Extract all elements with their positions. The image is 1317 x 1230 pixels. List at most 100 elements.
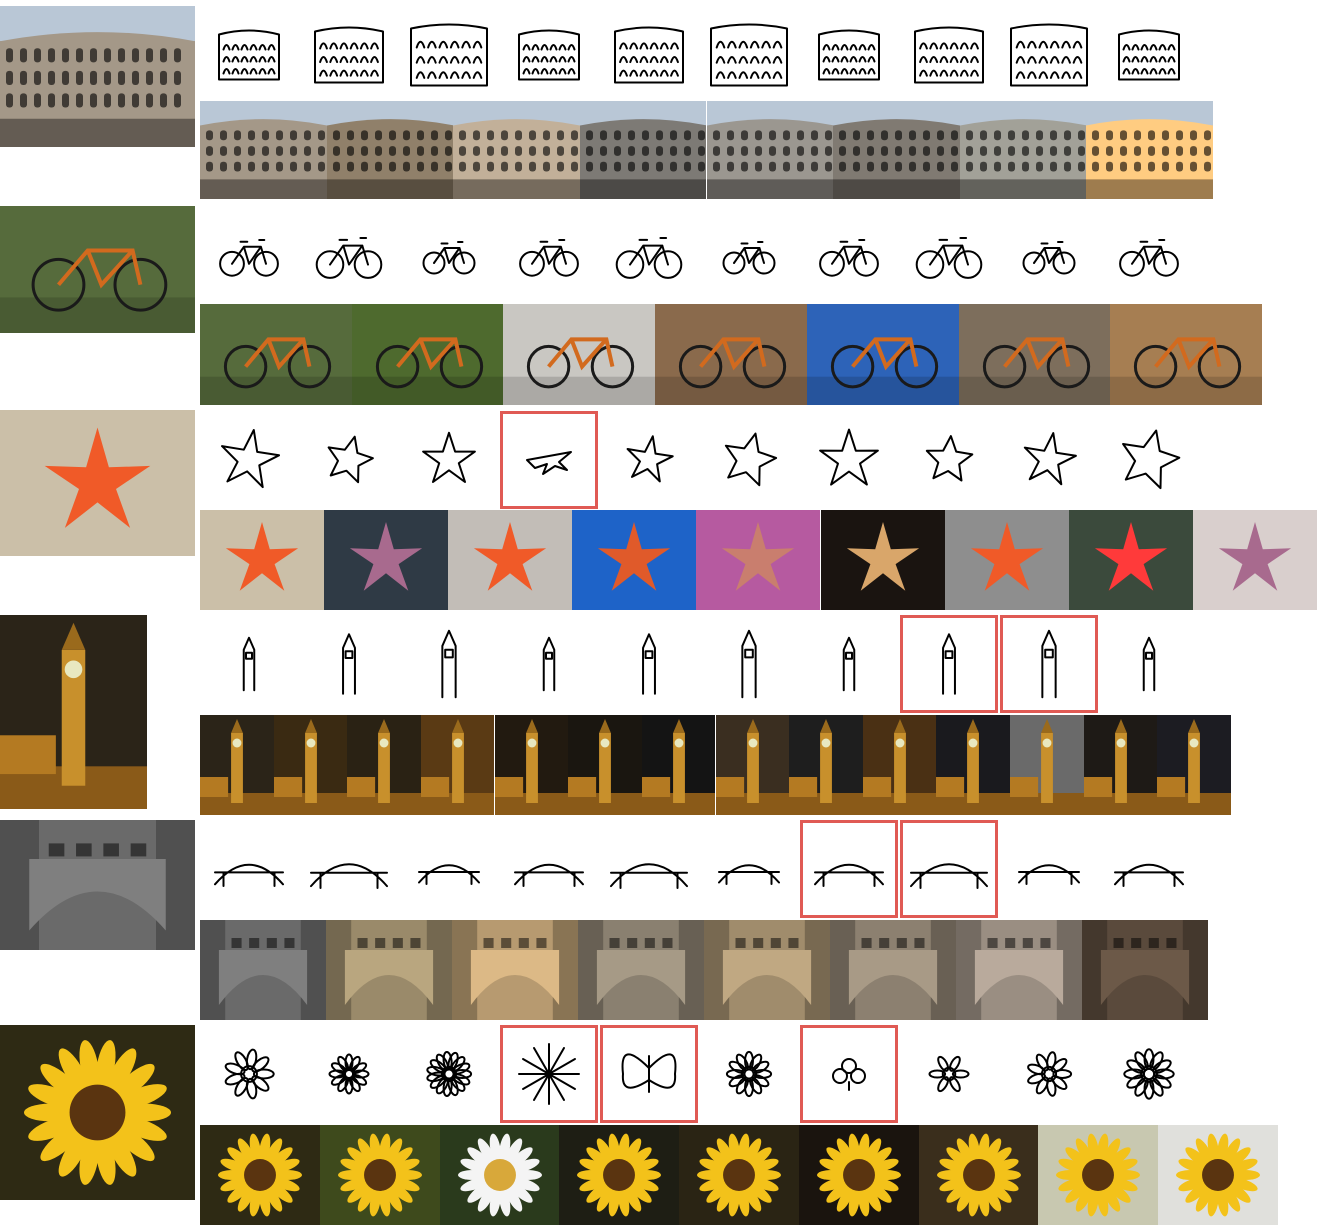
starfish-result-photo [944,510,1069,610]
clock-tower-result-photo [1010,715,1084,815]
sunflower-flower-sketch-icon [700,1025,798,1123]
sunflower-flower-sketch-icon [400,1025,498,1123]
clock-tower-result-photo [568,715,642,815]
bridge-bridge-sketch-icon [800,820,898,918]
sunflower-flower-sketch-icon [900,1025,998,1123]
bridge-bridge-sketch-icon [700,820,798,918]
starfish-star-sketch-icon [600,411,698,509]
bicycle-result-photo [503,304,656,405]
starfish-star-sketch-icon [700,411,798,509]
bridge-photo [0,820,195,950]
sunflower-result-photo [1158,1125,1278,1225]
sunflower-flower-sketch-icon [200,1025,298,1123]
colosseum-result-photo [453,101,580,199]
sunflower-result-photo [798,1125,919,1225]
highlight-box [500,1025,598,1123]
colosseum-result-photo [959,101,1087,199]
clock-tower-tower-sketch-icon [700,615,798,713]
clock-tower-tower-sketch-icon [1000,615,1098,713]
sunflower-clover-sketch-icon [800,1025,898,1123]
bicycle-result-photo [806,304,959,405]
starfish-airplane-sketch-icon [500,411,598,509]
colosseum-colosseum-sketch-icon [900,8,998,106]
bicycle-bicycle-sketch-icon [700,208,798,306]
bicycle-result-photo [958,304,1111,405]
bridge-result-photo [452,920,578,1020]
clock-tower-result-photo [641,715,716,815]
bicycle-bicycle-sketch-icon [200,208,298,306]
starfish-star-sketch-icon [200,411,298,509]
clock-tower-tower-sketch-icon [900,615,998,713]
bicycle-result-photo [200,304,352,405]
bicycle-bicycle-sketch-icon [600,208,698,306]
highlight-box [500,411,598,509]
clock-tower-result-photo [862,715,937,815]
sunflower-photo [0,1025,195,1200]
clock-tower-result-photo [347,715,421,815]
highlight-box [800,820,898,918]
clock-tower-tower-sketch-icon [200,615,298,713]
colosseum-colosseum-sketch-icon [200,8,298,106]
colosseum-result-photo [833,101,960,199]
bicycle-bicycle-sketch-icon [500,208,598,306]
highlight-box [900,820,998,918]
sunflower-result-photo [319,1125,440,1225]
bridge-bridge-sketch-icon [1100,820,1198,918]
starfish-result-photo [448,510,573,610]
starfish-star-sketch-icon [400,411,498,509]
highlight-box [1000,615,1098,713]
sunflower-burst-sketch-icon [500,1025,598,1123]
sunflower-flower-sketch-icon [1000,1025,1098,1123]
bridge-bridge-sketch-icon [1000,820,1098,918]
bridge-result-photo [326,920,452,1020]
starfish-result-photo [1192,510,1317,610]
colosseum-colosseum-sketch-icon [800,8,898,106]
clock-tower-tower-sketch-icon [800,615,898,713]
bicycle-photo [0,206,195,333]
clock-tower-result-photo [420,715,495,815]
bicycle-bicycle-sketch-icon [800,208,898,306]
bridge-bridge-sketch-icon [400,820,498,918]
bicycle-bicycle-sketch-icon [400,208,498,306]
bridge-bridge-sketch-icon [900,820,998,918]
bicycle-bicycle-sketch-icon [1100,208,1198,306]
bicycle-result-photo [1110,304,1262,405]
starfish-result-photo [820,510,945,610]
starfish-result-photo [200,510,324,610]
starfish-star-sketch-icon [900,411,998,509]
bridge-result-photo [578,920,704,1020]
clock-tower-result-photo [1083,715,1158,815]
starfish-result-photo [1068,510,1193,610]
clock-tower-photo [0,615,147,809]
clock-tower-tower-sketch-icon [400,615,498,713]
starfish-result-photo [572,510,697,610]
sunflower-flower-sketch-icon [300,1025,398,1123]
clock-tower-result-photo [200,715,274,815]
bridge-bridge-sketch-icon [500,820,598,918]
colosseum-photo [0,6,195,147]
sunflower-result-photo [200,1125,320,1225]
colosseum-result-photo [200,101,327,199]
sunflower-butterfly-sketch-icon [600,1025,698,1123]
colosseum-result-photo [326,101,454,199]
colosseum-result-photo [706,101,834,199]
colosseum-colosseum-sketch-icon [1100,8,1198,106]
starfish-result-photo [324,510,449,610]
starfish-photo [0,410,195,556]
clock-tower-result-photo [273,715,348,815]
highlight-box [800,1025,898,1123]
clock-tower-result-photo [494,715,569,815]
sunflower-result-photo [439,1125,560,1225]
starfish-star-sketch-icon [1000,411,1098,509]
bridge-result-photo [830,920,956,1020]
bridge-bridge-sketch-icon [600,820,698,918]
sunflower-result-photo [679,1125,799,1225]
colosseum-colosseum-sketch-icon [400,8,498,106]
clock-tower-tower-sketch-icon [600,615,698,713]
colosseum-colosseum-sketch-icon [500,8,598,106]
bridge-bridge-sketch-icon [200,820,298,918]
bridge-result-photo [704,920,830,1020]
colosseum-colosseum-sketch-icon [1000,8,1098,106]
clock-tower-result-photo [1157,715,1231,815]
colosseum-colosseum-sketch-icon [600,8,698,106]
